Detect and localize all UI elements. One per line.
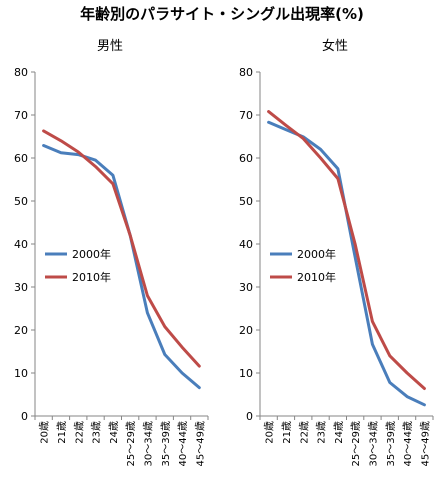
- x-tick-label: 30～34歳: [142, 421, 154, 466]
- x-tick-label: 22歳: [298, 421, 310, 444]
- y-tick-label: 30: [239, 281, 253, 294]
- y-tick-label: 10: [239, 367, 253, 380]
- legend-label: 2010年: [72, 270, 111, 284]
- y-tick-label: 60: [239, 152, 253, 165]
- y-tick-label: 0: [21, 410, 28, 423]
- chart-title: 年齢別のパラサイト・シングル出現率(%): [80, 5, 364, 23]
- x-tick-label: 35～39歳: [160, 421, 172, 466]
- panel-title: 男性: [97, 39, 123, 54]
- x-tick-label: 24歳: [333, 421, 345, 444]
- y-tick-label: 20: [14, 324, 28, 337]
- y-tick-label: 80: [14, 66, 28, 79]
- x-tick-label: 21歳: [56, 421, 68, 444]
- x-tick-label: 20歳: [264, 421, 276, 444]
- x-tick-label: 23歳: [91, 421, 103, 444]
- chart-panel-2: 女性 0 10 20 30 40 50 60 70 80 20歳 21歳 22歳 23歳 24歳 25～29歳…: [239, 38, 434, 466]
- x-tick-label: 21歳: [281, 421, 293, 444]
- x-tick-label: 35～39歳: [385, 421, 397, 466]
- x-tick-label: 45～49歳: [194, 421, 206, 466]
- x-tick-label: 23歳: [316, 421, 328, 444]
- x-tick-label: 24歳: [108, 421, 120, 444]
- panel-title: 女性: [322, 38, 348, 54]
- series-line-2000: [267, 120, 426, 407]
- x-tick-label: 22歳: [73, 421, 85, 444]
- legend-label: 2010年: [297, 270, 336, 284]
- x-tick-label: 45～49歳: [419, 421, 431, 466]
- y-tick-label: 40: [14, 238, 28, 251]
- series-line-2010: [267, 110, 426, 390]
- y-tick-label: 60: [14, 152, 28, 165]
- chart-panel-1: 男性 0 10 20 30 40 50 60 70 80 20歳 21歳 22歳 23歳 24歳 25～29歳…: [14, 39, 209, 466]
- y-tick-label: 40: [239, 238, 253, 251]
- y-tick-label: 10: [14, 367, 28, 380]
- x-tick-label: 25～29歳: [350, 421, 362, 466]
- x-tick-label: 40～44歳: [402, 421, 414, 466]
- x-tick-label: 20歳: [39, 421, 51, 444]
- y-tick-label: 20: [239, 324, 253, 337]
- y-tick-label: 80: [239, 66, 253, 79]
- x-tick-label: 30～34歳: [367, 421, 379, 466]
- x-tick-label: 40～44歳: [177, 421, 189, 466]
- y-tick-label: 70: [239, 109, 253, 122]
- series-line-2010: [42, 129, 201, 368]
- y-tick-label: 0: [246, 410, 253, 423]
- y-tick-label: 50: [14, 195, 28, 208]
- x-tick-label: 25～29歳: [125, 421, 137, 466]
- legend-label: 2000年: [72, 247, 111, 261]
- y-tick-label: 30: [14, 281, 28, 294]
- y-tick-label: 70: [14, 109, 28, 122]
- legend-label: 2000年: [297, 247, 336, 261]
- series-line-2000: [42, 144, 201, 390]
- y-tick-label: 50: [239, 195, 253, 208]
